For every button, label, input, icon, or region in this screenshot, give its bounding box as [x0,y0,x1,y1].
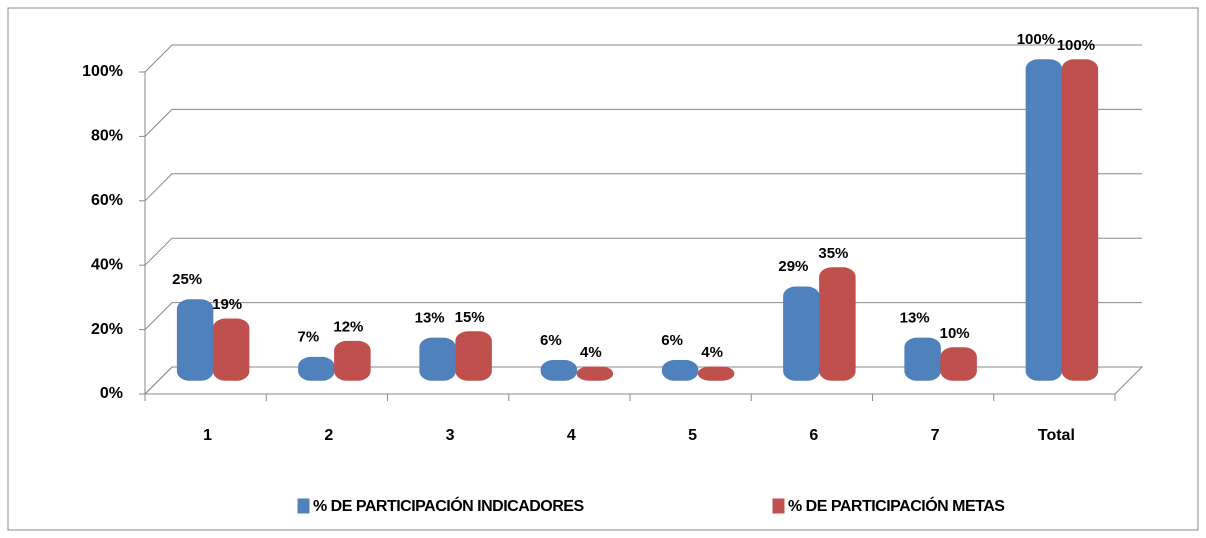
bar [455,331,492,381]
legend-label: % DE PARTICIPACIÓN INDICADORES [313,496,584,515]
y-tick-label: 0% [100,385,123,402]
x-tick-label: 2 [324,427,333,444]
value-label: 15% [455,309,485,326]
grid-line [144,108,1142,137]
x-tick-label: 1 [203,427,212,444]
grid-line [144,237,1142,266]
y-tick-label: 20% [91,321,123,338]
x-tick-label: 4 [567,427,576,444]
bar [661,360,699,381]
value-label: 6% [540,332,562,349]
x-tick-label: 3 [446,427,455,444]
bar [419,337,456,381]
bar [1061,59,1099,381]
x-tick-label: 6 [809,427,818,444]
bar [1025,59,1063,381]
y-tick-label: 80% [91,128,123,145]
bar [334,340,371,381]
y-tick-label: 40% [91,256,123,273]
value-label: 29% [778,258,808,275]
value-label: 35% [818,245,848,262]
legend-swatch [297,498,310,514]
legend-label: % DE PARTICIPACIÓN METAS [788,496,1005,515]
bar [212,318,250,381]
value-label: 7% [298,329,320,346]
value-label: 10% [940,325,970,342]
value-label: 13% [900,309,930,326]
bar [819,267,856,381]
value-label: 6% [661,332,683,349]
bar [940,347,977,381]
bar [176,299,214,381]
legend-swatch [772,498,785,514]
value-label: 19% [212,296,242,313]
bar [904,337,941,381]
chart-border [7,7,1199,531]
value-label: 4% [701,344,723,361]
bar [540,360,578,381]
grid-line [144,44,1142,73]
bar [697,366,735,381]
value-label: 25% [172,271,202,288]
x-tick-label: Total [1038,427,1075,444]
bar [783,286,820,381]
y-tick-label: 60% [91,192,123,209]
value-label: 100% [1057,37,1095,54]
value-label: 12% [333,319,363,336]
x-tick-label: 5 [688,427,697,444]
x-tick-label: 7 [931,427,940,444]
grid-line [144,173,1142,202]
bar [576,366,614,381]
value-label: 13% [415,309,445,326]
y-tick-label: 100% [82,63,123,80]
value-label: 4% [580,344,602,361]
bar [298,356,335,381]
value-label: 100% [1017,31,1055,48]
